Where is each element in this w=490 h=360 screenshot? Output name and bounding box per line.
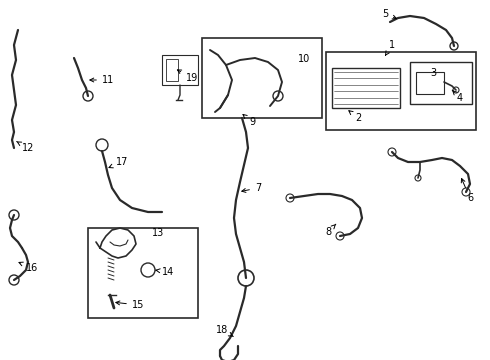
Text: 9: 9: [243, 114, 255, 127]
Bar: [202, 38, 322, 118]
Text: 15: 15: [116, 300, 144, 310]
Bar: [166, 59, 178, 81]
Text: 14: 14: [156, 267, 174, 277]
Text: 10: 10: [298, 54, 310, 64]
Text: 5: 5: [382, 9, 396, 19]
Text: 18: 18: [216, 325, 233, 337]
Text: 11: 11: [90, 75, 114, 85]
Text: 8: 8: [325, 224, 336, 237]
Text: 17: 17: [109, 157, 128, 168]
Text: 6: 6: [461, 179, 473, 203]
Text: 16: 16: [19, 262, 38, 273]
Text: 2: 2: [349, 111, 361, 123]
Text: 3: 3: [430, 68, 436, 78]
Bar: [416, 72, 444, 94]
Text: 19: 19: [177, 70, 198, 83]
Bar: [88, 228, 198, 318]
Text: 7: 7: [242, 183, 261, 193]
Text: 12: 12: [17, 141, 34, 153]
Text: 4: 4: [452, 90, 463, 103]
Text: 1: 1: [386, 40, 395, 55]
Bar: [326, 52, 476, 130]
Bar: [332, 68, 400, 108]
Bar: [410, 62, 472, 104]
Text: 13: 13: [152, 228, 164, 238]
Bar: [162, 55, 198, 85]
